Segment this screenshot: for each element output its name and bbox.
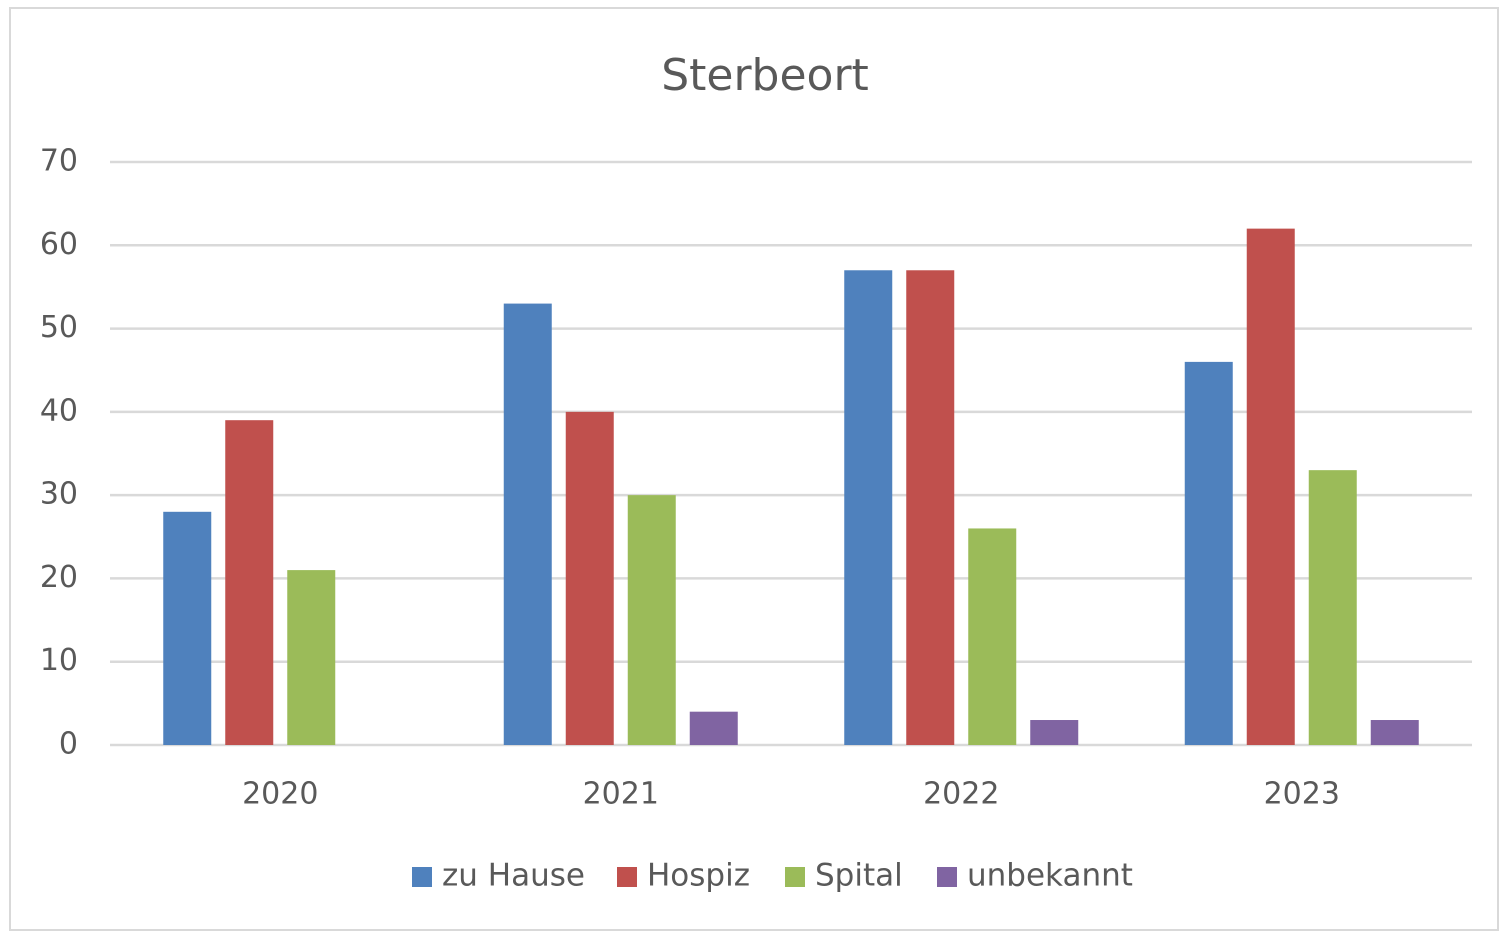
bar — [968, 528, 1017, 745]
legend-swatch — [412, 867, 432, 887]
legend-swatch — [617, 867, 637, 887]
y-tick-label: 0 — [59, 727, 78, 762]
bar — [844, 270, 893, 745]
x-tick-label: 2020 — [242, 777, 318, 812]
bar — [1308, 470, 1357, 745]
bar — [163, 511, 212, 745]
y-tick-label: 30 — [40, 477, 78, 512]
legend-label: Spital — [815, 858, 903, 894]
bar — [906, 270, 955, 745]
chart-title: Sterbeort — [661, 50, 869, 101]
bar — [1246, 228, 1295, 746]
bar — [565, 411, 614, 745]
x-tick-label: 2021 — [583, 777, 659, 812]
y-tick-label: 60 — [40, 227, 78, 262]
bar — [503, 303, 552, 745]
legend-swatch — [785, 867, 805, 887]
bar — [1370, 720, 1419, 745]
bar — [287, 570, 336, 745]
y-tick-label: 10 — [40, 643, 78, 678]
y-tick-label: 70 — [40, 144, 78, 179]
legend-label: unbekannt — [967, 858, 1133, 894]
legend-label: Hospiz — [647, 858, 750, 894]
bar — [225, 420, 274, 745]
y-tick-label: 40 — [40, 393, 78, 428]
bar — [1030, 720, 1079, 745]
bar — [1184, 361, 1233, 745]
bar — [689, 711, 738, 745]
legend-swatch — [937, 867, 957, 887]
bar — [627, 495, 676, 745]
x-tick-label: 2023 — [1264, 777, 1340, 812]
y-tick-label: 20 — [40, 560, 78, 595]
legend-label: zu Hause — [442, 858, 585, 894]
y-tick-label: 50 — [40, 310, 78, 345]
x-tick-label: 2022 — [923, 777, 999, 812]
